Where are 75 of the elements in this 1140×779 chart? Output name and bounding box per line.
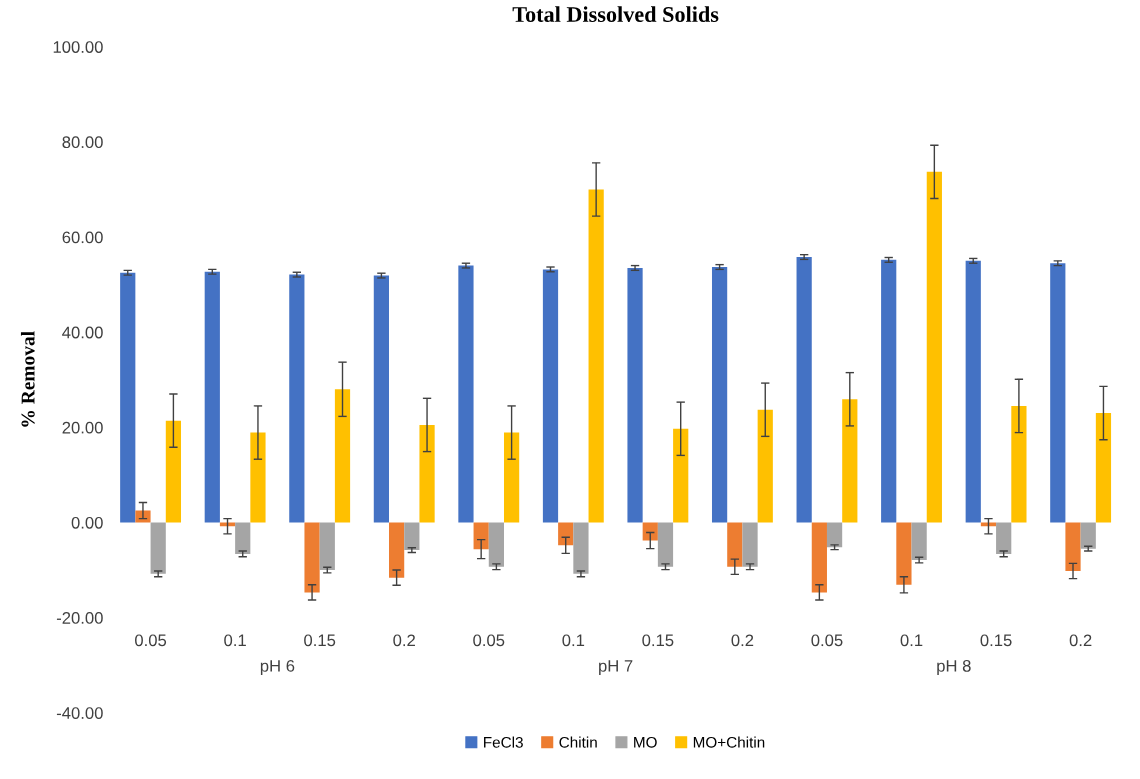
bar [542, 269, 559, 523]
bar [796, 257, 812, 523]
bar [826, 522, 843, 548]
bar [842, 399, 858, 523]
bar [980, 522, 997, 527]
bar [1065, 522, 1081, 572]
bar [120, 272, 136, 523]
bar [811, 522, 827, 593]
bar [896, 522, 912, 585]
bar [657, 522, 674, 567]
y-axis-title: % Removal [20, 331, 35, 427]
y-tick-label: -20.00 [56, 612, 103, 624]
x-tick-label: 0.05 [811, 634, 843, 647]
bar [250, 432, 266, 523]
bar [742, 522, 758, 567]
x-tick-label: 0.1 [562, 634, 585, 647]
bar [473, 522, 489, 550]
bar [1080, 522, 1096, 549]
annotation: pH 8 [937, 659, 971, 676]
bar [881, 259, 897, 523]
legend-label: MO+Chitin [693, 736, 765, 748]
x-tick-label: 0.05 [135, 634, 167, 647]
x-tick-label: 0.15 [642, 634, 674, 647]
bar [458, 265, 474, 523]
annotation: pH 7 [599, 660, 633, 676]
bar [488, 522, 504, 567]
bar [911, 522, 927, 561]
bar [1011, 405, 1027, 523]
legend-label: Chitin [559, 736, 597, 748]
bar [165, 420, 182, 523]
y-tick-label: 80.00 [62, 136, 103, 149]
bar [204, 271, 220, 523]
y-tick-label: 40.00 [62, 326, 103, 339]
bar [673, 428, 689, 523]
chart-title: Total Dissolved Solids [512, 6, 719, 22]
legend-label: FeCl3 [484, 736, 523, 748]
annotation: pH 6 [260, 659, 295, 676]
y-tick-label: 100.00 [53, 41, 103, 53]
bar [1050, 263, 1066, 523]
bar [926, 171, 942, 523]
x-tick-label: 0.15 [980, 634, 1012, 647]
bar [419, 424, 435, 523]
x-tick-label: 0.1 [224, 634, 246, 647]
bar [319, 522, 335, 571]
bar [642, 522, 658, 541]
bar [711, 267, 728, 523]
x-tick-label: 0.2 [393, 634, 415, 647]
bar [235, 522, 251, 554]
bar [965, 260, 981, 523]
y-tick-label: 60.00 [62, 231, 103, 244]
bar [503, 432, 520, 523]
x-tick-label: 0.15 [304, 634, 336, 647]
bar [1095, 413, 1112, 523]
bar [757, 409, 773, 523]
y-tick-label: -40.00 [56, 707, 103, 719]
bar [996, 522, 1012, 554]
bar [404, 522, 420, 551]
x-tick-label: 0.05 [473, 634, 505, 647]
x-tick-label: 0.2 [731, 634, 754, 647]
bar [389, 522, 405, 578]
bar [627, 267, 643, 523]
bar [588, 189, 604, 523]
legend-label: MO [634, 736, 657, 748]
bar [150, 522, 166, 574]
bar [289, 274, 305, 523]
bar [727, 522, 743, 567]
bar [304, 522, 320, 593]
y-tick-label: 20.00 [62, 421, 103, 434]
y-tick-label: 0.00 [71, 516, 103, 529]
bar [573, 522, 589, 574]
bar [373, 275, 390, 523]
x-tick-label: 0.1 [900, 634, 923, 647]
x-tick-label: 0.2 [1069, 634, 1092, 647]
bar [558, 522, 574, 546]
bar [334, 389, 351, 523]
